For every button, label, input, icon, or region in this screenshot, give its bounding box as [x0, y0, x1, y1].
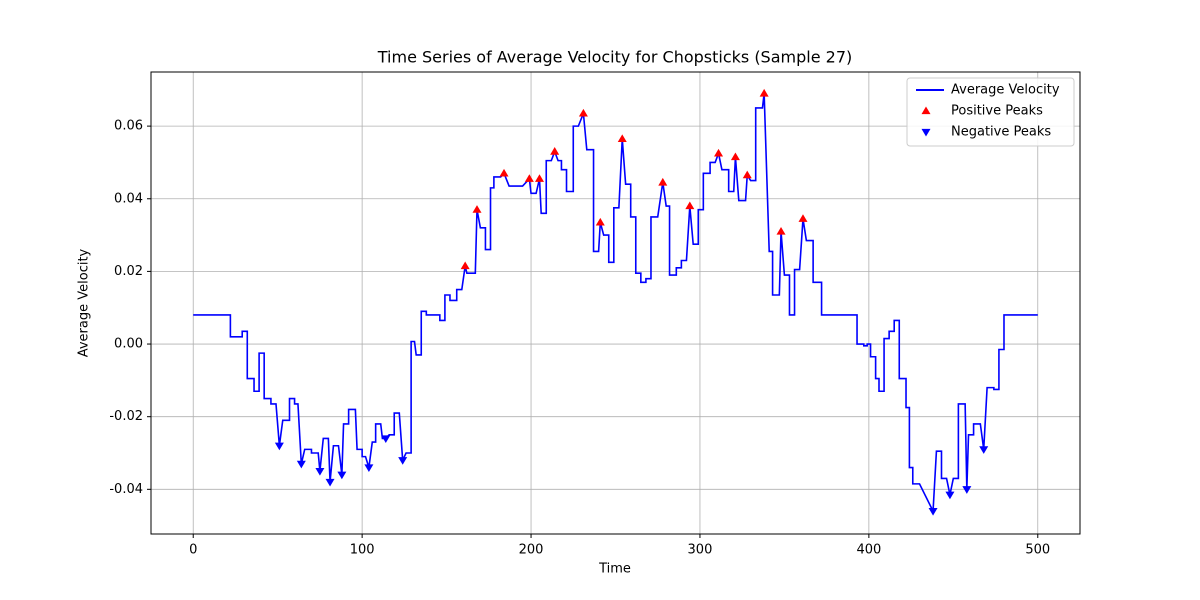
chart-title: Time Series of Average Velocity for Chop…: [377, 48, 852, 67]
peak-marker: [337, 471, 347, 480]
peak-marker: [742, 170, 752, 179]
legend-marker: [921, 106, 931, 115]
data-line: [193, 93, 1038, 515]
x-tick-label: 0: [189, 543, 197, 558]
peak-marker: [798, 214, 808, 222]
x-tick-label: 300: [688, 543, 713, 558]
y-tick-label: 0.00: [114, 337, 143, 352]
peak-marker: [381, 435, 391, 443]
peak-marker: [776, 226, 786, 235]
plot-frame: [150, 71, 1081, 535]
legend-marker: [921, 128, 931, 137]
y-tick-label: 0.02: [114, 264, 143, 279]
peak-marker: [578, 108, 588, 117]
peak-marker: [364, 464, 374, 473]
peak-marker: [979, 446, 989, 454]
peak-marker: [595, 217, 605, 226]
peak-marker: [499, 168, 509, 177]
peak-marker: [524, 174, 534, 182]
legend-label: Negative Peaks: [951, 125, 1051, 140]
legend-label: Positive Peaks: [951, 104, 1043, 119]
x-tick-label: 500: [1025, 543, 1050, 558]
y-tick-label: 0.04: [114, 191, 143, 206]
peak-marker: [962, 486, 972, 494]
peak-marker: [550, 147, 560, 155]
peak-marker: [714, 148, 724, 157]
y-axis-label: Average Velocity: [77, 248, 92, 357]
peak-marker: [685, 201, 695, 210]
peak-marker: [472, 205, 482, 213]
peak-marker: [315, 468, 325, 476]
peak-marker: [398, 457, 408, 465]
y-tick-label: -0.04: [109, 482, 143, 497]
peak-marker: [296, 460, 306, 469]
peak-marker: [534, 174, 544, 182]
x-axis-label: Time: [598, 562, 631, 577]
x-tick-label: 400: [856, 543, 881, 558]
x-tick-label: 100: [350, 543, 375, 558]
y-tick-label: 0.06: [114, 119, 143, 134]
peak-marker: [325, 478, 335, 487]
peak-marker: [617, 134, 627, 142]
peak-marker: [274, 442, 284, 451]
legend-label: Average Velocity: [951, 83, 1060, 98]
peak-marker: [945, 491, 955, 500]
peak-marker: [460, 261, 470, 270]
peak-marker: [759, 88, 769, 97]
y-tick-label: -0.02: [109, 409, 143, 424]
x-tick-label: 200: [519, 543, 544, 558]
peak-marker: [658, 177, 668, 186]
legend-box: [906, 77, 1075, 147]
peak-marker: [928, 507, 938, 516]
peak-marker: [730, 152, 740, 161]
